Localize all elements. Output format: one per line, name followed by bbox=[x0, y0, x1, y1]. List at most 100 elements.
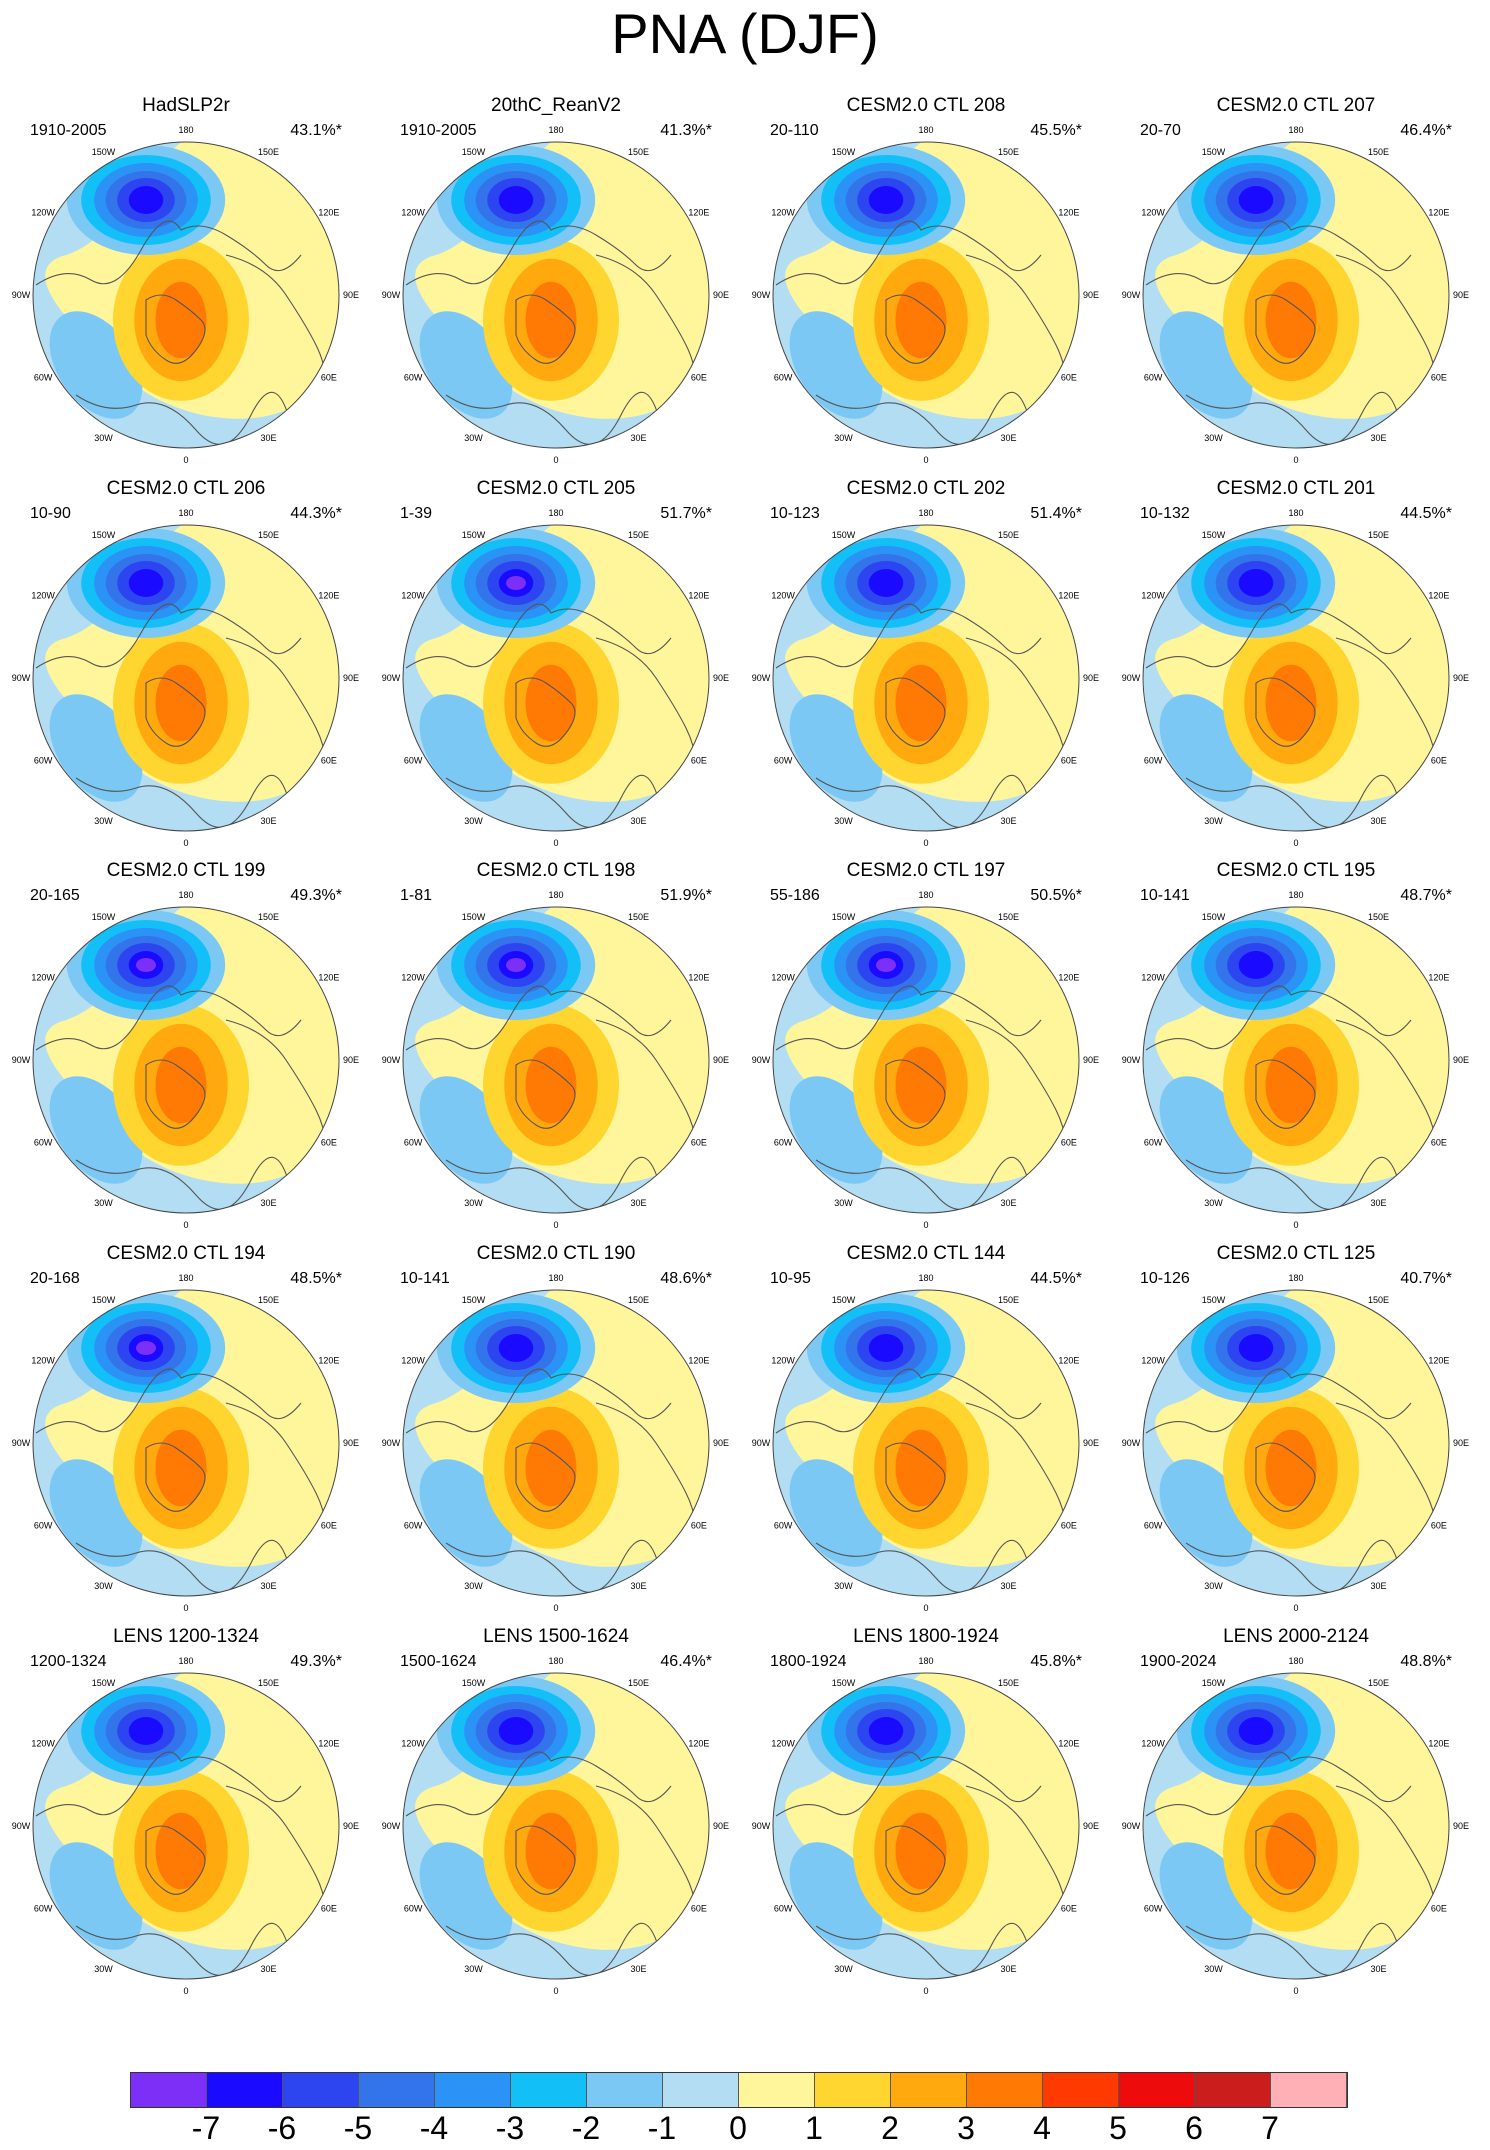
panel-period: 1910-2005 bbox=[400, 122, 477, 139]
longitude-label: 150W bbox=[1202, 147, 1226, 157]
longitude-label: 120E bbox=[1058, 1356, 1079, 1366]
longitude-label: 90W bbox=[1122, 673, 1141, 683]
longitude-label: 60E bbox=[321, 1904, 337, 1914]
panel-period: 10-132 bbox=[1140, 505, 1190, 522]
polar-map: 180 150E 120E 90E 60E 30E 0 30W 60W 90W 120W 150W bbox=[1122, 1656, 1469, 1996]
map-panel: CESM2.0 CTL 195 10-141 48.7%* 180 150E 120E 90… bbox=[1110, 860, 1482, 1244]
longitude-label: 30E bbox=[1000, 1964, 1016, 1974]
longitude-label: 120E bbox=[1428, 591, 1449, 601]
longitude-label: 60E bbox=[321, 373, 337, 383]
map-panel: CESM2.0 CTL 202 10-123 51.4%* 180 150E 120E 90… bbox=[740, 478, 1112, 862]
longitude-label: 180 bbox=[178, 125, 193, 135]
longitude-label: 30W bbox=[834, 1581, 853, 1591]
longitude-label: 150W bbox=[462, 147, 486, 157]
polar-map: 180 150E 120E 90E 60E 30E 0 30W 60W 90W 120W 150W bbox=[752, 1273, 1099, 1613]
longitude-label: 120W bbox=[401, 208, 425, 218]
longitude-label: 30W bbox=[464, 433, 483, 443]
negative-contour bbox=[1238, 569, 1274, 597]
longitude-label: 30E bbox=[1000, 1198, 1016, 1208]
longitude-label: 90W bbox=[12, 1055, 31, 1065]
longitude-label: 60E bbox=[691, 1521, 707, 1531]
positive-contour bbox=[525, 1429, 577, 1507]
colorbar-swatch bbox=[435, 2073, 511, 2107]
longitude-label: 90E bbox=[713, 290, 729, 300]
longitude-label: 0 bbox=[1293, 1986, 1298, 1996]
longitude-label: 180 bbox=[1288, 508, 1303, 518]
longitude-label: 150W bbox=[1202, 1678, 1226, 1688]
longitude-label: 150E bbox=[628, 147, 649, 157]
longitude-label: 90W bbox=[752, 673, 771, 683]
longitude-label: 30W bbox=[1204, 433, 1223, 443]
panel-variance-explained: 40.7%* bbox=[1400, 1270, 1452, 1287]
negative-contour bbox=[1238, 1334, 1274, 1362]
polar-map: 180 150E 120E 90E 60E 30E 0 30W 60W 90W 120W 150W bbox=[12, 1273, 359, 1613]
positive-contour bbox=[895, 664, 947, 742]
longitude-label: 90E bbox=[343, 1438, 359, 1448]
longitude-label: 90W bbox=[382, 1438, 401, 1448]
positive-contour bbox=[1265, 281, 1317, 359]
longitude-label: 120W bbox=[31, 1739, 55, 1749]
coastlines bbox=[775, 603, 1067, 828]
longitude-label: 120W bbox=[1141, 208, 1165, 218]
longitude-label: 30W bbox=[1204, 1581, 1223, 1591]
longitude-label: 90E bbox=[1453, 290, 1469, 300]
map-panel: CESM2.0 CTL 144 10-95 44.5%* 180 150E 120E 90E… bbox=[740, 1243, 1112, 1627]
polar-map: 180 150E 120E 90E 60E 30E 0 30W 60W 90W 120W 150W bbox=[1122, 508, 1469, 848]
panel-period: 10-141 bbox=[1140, 887, 1190, 904]
longitude-label: 120W bbox=[771, 1356, 795, 1366]
longitude-label: 0 bbox=[183, 455, 188, 465]
coastlines bbox=[775, 220, 1067, 445]
longitude-label: 0 bbox=[923, 455, 928, 465]
longitude-label: 150W bbox=[832, 1678, 856, 1688]
panel-title: LENS 2000-2124 bbox=[1223, 1626, 1369, 1647]
colorbar-tick-label: 2 bbox=[881, 2110, 899, 2146]
longitude-label: 30W bbox=[1204, 816, 1223, 826]
longitude-label: 60E bbox=[1061, 756, 1077, 766]
positive-contour bbox=[1265, 664, 1317, 742]
panel-period: 10-95 bbox=[770, 1270, 811, 1287]
coastlines bbox=[1145, 1368, 1437, 1593]
longitude-label: 120W bbox=[1141, 973, 1165, 983]
panel-title: CESM2.0 CTL 208 bbox=[846, 95, 1006, 116]
longitude-label: 60E bbox=[1431, 373, 1447, 383]
longitude-label: 90E bbox=[1083, 290, 1099, 300]
coastlines bbox=[405, 1751, 697, 1976]
map-panel: CESM2.0 CTL 205 1-39 51.7%* 180 150E 120E 90E 6… bbox=[370, 478, 742, 862]
negative-contour bbox=[128, 1717, 164, 1745]
longitude-label: 150W bbox=[462, 1678, 486, 1688]
panel-variance-explained: 44.3%* bbox=[290, 505, 342, 522]
panel-title: CESM2.0 CTL 195 bbox=[1216, 860, 1376, 881]
longitude-label: 150E bbox=[998, 530, 1019, 540]
map-boundary bbox=[32, 1672, 340, 1980]
panel-period: 55-186 bbox=[770, 887, 820, 904]
map-panel: CESM2.0 CTL 206 10-90 44.3%* 180 150E 120E 90E… bbox=[0, 478, 372, 862]
panel-title: HadSLP2r bbox=[142, 95, 230, 116]
panel-period: 1-39 bbox=[400, 505, 433, 522]
longitude-label: 120E bbox=[318, 208, 339, 218]
longitude-label: 120W bbox=[401, 1739, 425, 1749]
longitude-label: 30W bbox=[94, 1581, 113, 1591]
panel-variance-explained: 48.6%* bbox=[660, 1270, 712, 1287]
longitude-label: 150W bbox=[92, 1678, 116, 1688]
longitude-label: 120E bbox=[1058, 208, 1079, 218]
coastlines bbox=[1145, 603, 1437, 828]
map-boundary bbox=[772, 141, 1080, 449]
positive-contour bbox=[525, 1046, 577, 1124]
longitude-label: 60E bbox=[321, 1138, 337, 1148]
map-boundary bbox=[1142, 141, 1450, 449]
longitude-label: 150W bbox=[92, 530, 116, 540]
coastlines bbox=[775, 1368, 1067, 1593]
map-boundary bbox=[32, 524, 340, 832]
longitude-label: 90W bbox=[12, 1438, 31, 1448]
longitude-label: 30W bbox=[1204, 1198, 1223, 1208]
longitude-label: 180 bbox=[1288, 125, 1303, 135]
map-boundary bbox=[32, 906, 340, 1214]
longitude-label: 90E bbox=[713, 1438, 729, 1448]
map-boundary bbox=[402, 141, 710, 449]
colorbar-tick-label: -6 bbox=[267, 2110, 297, 2146]
coastlines bbox=[35, 220, 327, 445]
colorbar-swatch bbox=[131, 2073, 207, 2107]
longitude-label: 90W bbox=[12, 290, 31, 300]
longitude-label: 90W bbox=[752, 290, 771, 300]
positive-contour bbox=[525, 1812, 577, 1890]
